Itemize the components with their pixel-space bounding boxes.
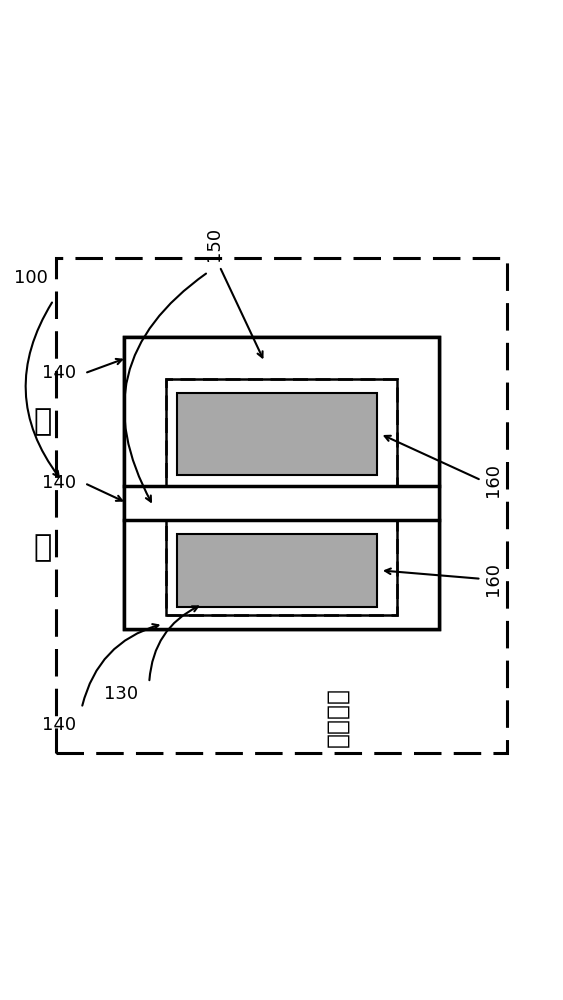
Bar xyxy=(166,520,397,615)
Text: 130: 130 xyxy=(104,685,138,703)
Bar xyxy=(177,534,377,607)
Bar xyxy=(177,393,377,475)
Bar xyxy=(397,337,439,629)
Text: 160: 160 xyxy=(484,463,502,497)
Text: 140: 140 xyxy=(42,364,76,382)
Text: 阻挡金属: 阻挡金属 xyxy=(326,687,350,747)
Bar xyxy=(124,486,439,520)
Bar xyxy=(124,587,439,629)
Bar xyxy=(166,379,397,486)
Bar xyxy=(124,337,166,629)
Bar xyxy=(166,520,397,615)
Text: 140: 140 xyxy=(42,474,76,492)
Text: 100: 100 xyxy=(14,269,48,287)
Bar xyxy=(166,379,397,486)
Bar xyxy=(124,337,439,629)
Text: 140: 140 xyxy=(42,716,76,734)
Bar xyxy=(56,258,507,753)
Text: 右: 右 xyxy=(33,407,51,436)
Text: 左: 左 xyxy=(33,533,51,562)
Bar xyxy=(124,337,439,379)
Text: 150: 150 xyxy=(205,227,223,261)
Text: 160: 160 xyxy=(484,562,502,596)
Bar xyxy=(124,337,439,629)
